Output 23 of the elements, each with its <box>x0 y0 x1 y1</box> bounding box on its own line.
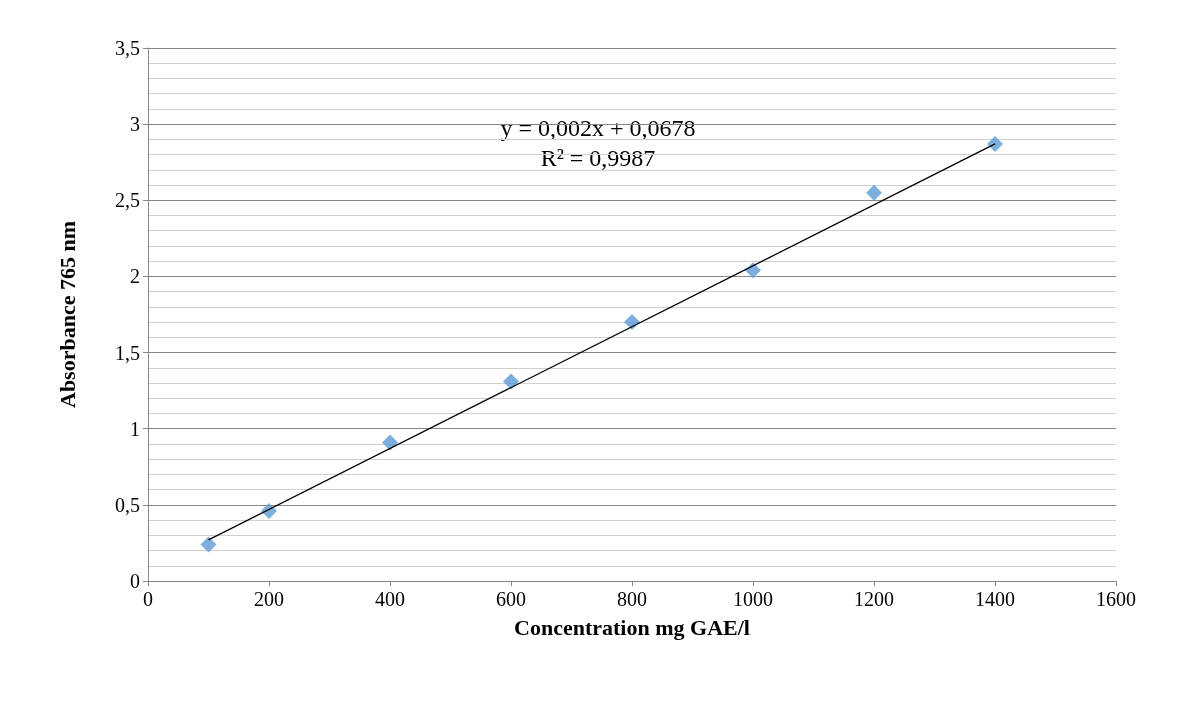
point <box>503 373 519 390</box>
y-tick-label: 3,5 <box>115 37 140 59</box>
x-tick-label: 800 <box>617 588 647 610</box>
y-tick-label: 0 <box>130 570 140 592</box>
y-tick-label: 2,5 <box>115 189 140 212</box>
y-tick-label: 0,5 <box>115 493 140 516</box>
x-tick-label: 1000 <box>733 588 773 610</box>
point <box>987 135 1003 152</box>
y-axis-title: Absorbance 765 nm <box>54 220 80 409</box>
y-tick-label: 3 <box>130 113 140 136</box>
x-tick-label: 600 <box>496 588 526 610</box>
x-tick-label: 1400 <box>975 588 1015 610</box>
y-tick-label: 2 <box>130 265 140 288</box>
y-tick-label: 1 <box>130 417 140 440</box>
point <box>200 536 217 553</box>
y-tick-label: 1,5 <box>115 341 140 364</box>
x-tick-label: 200 <box>254 588 284 610</box>
x-tick-label: 1200 <box>854 588 894 610</box>
point <box>382 434 398 451</box>
point <box>866 184 882 201</box>
x-tick-label: 1600 <box>1096 588 1136 610</box>
x-axis-title: Concentration mg GAE/l <box>514 614 750 640</box>
x-tick-label: 400 <box>375 588 405 610</box>
